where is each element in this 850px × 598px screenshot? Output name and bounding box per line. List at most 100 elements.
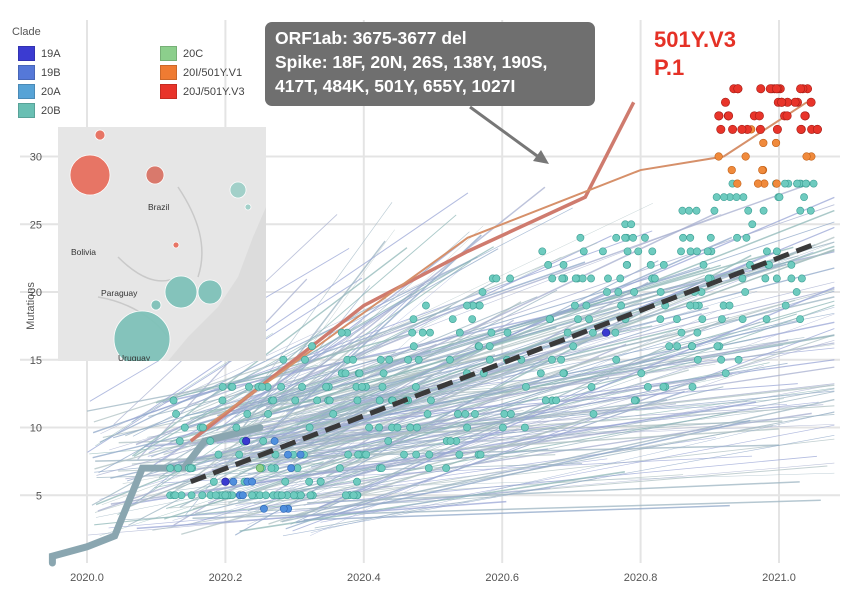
sample-point [612,355,621,364]
sample-point [235,450,244,459]
tree-branch [215,363,704,515]
sample-point [771,138,781,148]
map-label-bolivia: Bolivia [71,247,97,257]
sample-point [329,410,338,418]
sample-point [548,355,556,364]
map-sample-pie [145,165,165,185]
sample-point [411,382,420,391]
sample-point [714,111,724,121]
sample-point [385,355,394,364]
sample-point [717,355,726,364]
sample-point [759,138,768,148]
sample-point [355,369,364,378]
tree-branch [318,286,835,509]
tree-branch [282,435,835,537]
sample-point [721,369,730,378]
x-tick-label: 2020.4 [347,572,381,584]
map-sample-pie [172,241,180,249]
p1-lineage-branch [189,101,636,443]
sample-point [284,450,292,459]
sample-point [180,423,189,432]
sample-point [245,382,253,391]
tree-branch [172,336,430,490]
sample-point [218,396,227,405]
tree-branch [207,321,761,504]
sample-point [737,124,747,134]
sample-point [796,315,805,323]
sample-point [353,477,361,486]
tree-branch [247,304,835,512]
sample-point [476,450,485,459]
sample-point [576,233,585,242]
sample-point [408,328,417,337]
sample-point [242,436,251,446]
sample-point [742,233,751,242]
tree-branch [309,465,828,510]
tree-branch [250,485,393,510]
y-tick-label: 15 [30,355,42,367]
legend-label: 20I/501Y.V1 [183,66,243,79]
sample-point [545,315,554,323]
variant-label-p1: P.1 [654,55,685,80]
tree-branch [306,290,835,451]
y-tick-label: 30 [30,152,42,164]
sample-point [503,328,512,337]
tree-branch [281,398,835,523]
sample-point [414,355,423,364]
sample-point [221,477,230,486]
sample-point [344,450,353,459]
sample-point [738,274,747,283]
sample-point [797,274,806,283]
tree-branch [181,429,554,535]
sample-point [279,355,288,364]
x-tick-label: 2020.2 [209,572,243,584]
sample-point [298,382,306,391]
sample-point [258,382,267,391]
sample-point [792,288,801,296]
tree-branch [131,192,469,423]
tree-branch [237,229,395,448]
sample-point [267,464,276,473]
tree-branch [137,278,308,460]
sample-point [261,491,270,500]
sample-point [614,288,623,296]
sample-point [629,233,637,242]
sample-point [522,382,530,391]
tree-branch [131,444,330,465]
sample-point [673,315,681,323]
sample-point [698,315,707,323]
sample-point [569,342,578,351]
sample-point [790,97,800,107]
tree-branch [279,225,484,418]
tree-branch [133,246,494,457]
sample-point [305,477,314,486]
tree-branch [307,481,800,504]
sample-point [423,410,432,418]
tree-branch [319,288,835,415]
legend-swatch [18,84,35,99]
sample-point [678,206,687,215]
sample-point [238,491,247,500]
sample-point [677,328,686,337]
tree-branch [100,268,453,434]
sample-point [763,247,771,256]
sample-point [772,247,781,256]
sample-point [259,437,268,445]
y-tick-label: 10 [30,423,42,435]
sample-point [277,491,286,500]
tree-branch [99,256,478,443]
sample-point [754,111,764,121]
tree-branch [210,214,457,426]
sample-point [617,301,626,310]
sample-point [738,315,747,323]
sample-point [741,288,750,296]
sample-point [685,206,693,215]
sample-point [677,247,685,256]
sample-point [384,437,393,445]
variant-label-501y-v3: 501Y.V3 [654,27,736,52]
sample-point [755,124,765,134]
sample-point [759,206,768,215]
sample-point [758,165,767,175]
